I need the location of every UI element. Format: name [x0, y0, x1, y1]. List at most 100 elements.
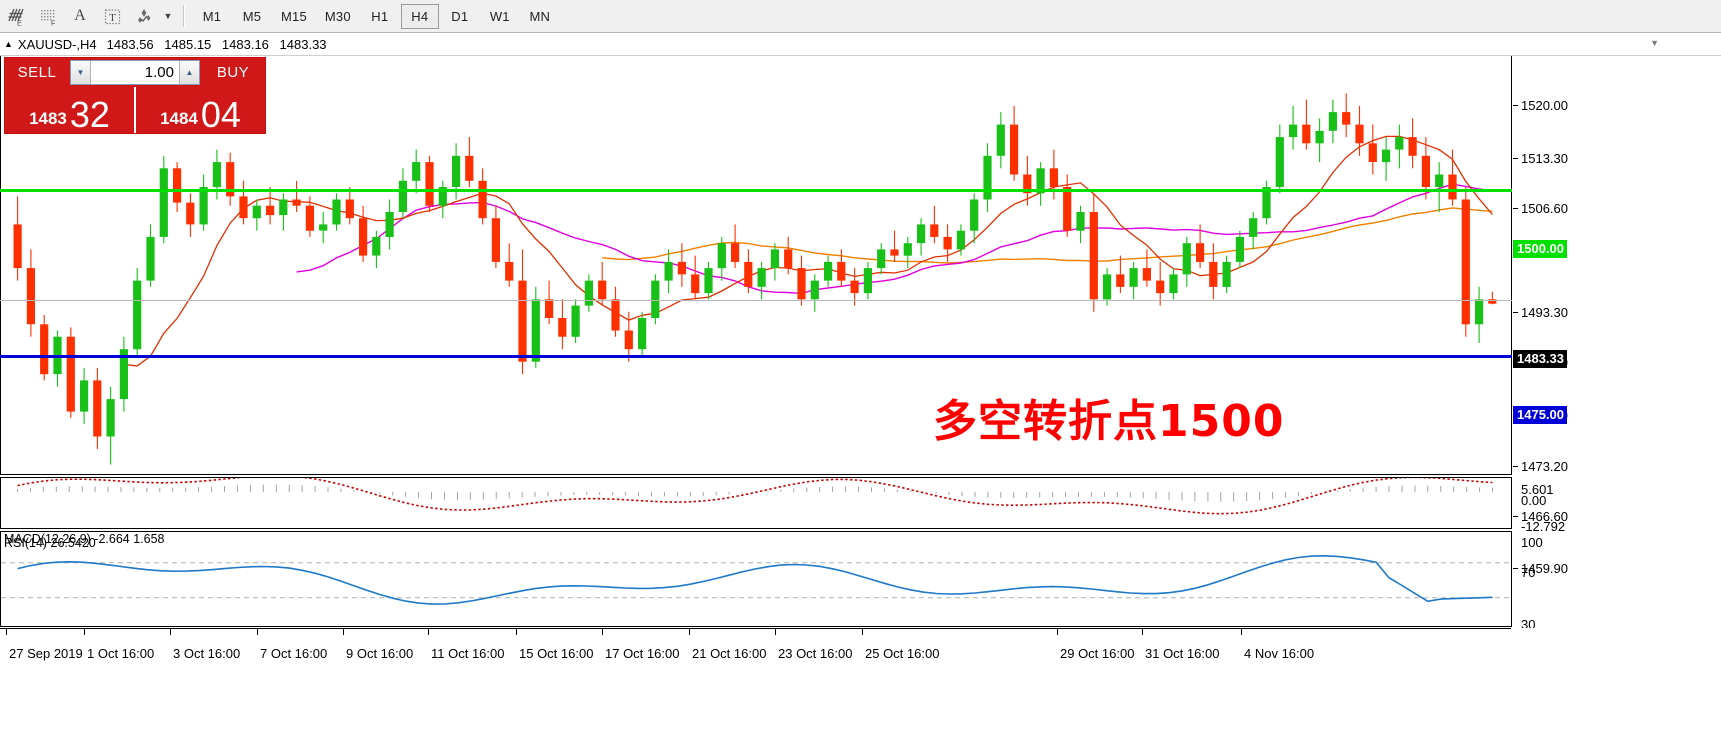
candle-body: [677, 261, 686, 275]
sell-price[interactable]: 1483 32: [5, 87, 136, 133]
candle-body: [505, 261, 514, 281]
volume-stepper[interactable]: ▼ 1.00 ▲: [70, 60, 200, 85]
level-line-1475[interactable]: [0, 355, 1512, 358]
time-tick: [6, 629, 7, 635]
volume-increment-button[interactable]: ▲: [179, 61, 199, 84]
time-scale-label: 23 Oct 16:00: [778, 646, 853, 661]
rsi-line: [17, 554, 1493, 605]
price-chart-canvas: [13, 93, 1497, 465]
candle-body: [1182, 243, 1191, 275]
candle-body: [133, 280, 142, 350]
volume-input[interactable]: 1.00: [91, 61, 179, 84]
timeframe-w1[interactable]: W1: [489, 8, 510, 24]
tick-dash: [1513, 312, 1518, 314]
time-tick: [428, 629, 429, 635]
tick-dash: [1513, 158, 1518, 160]
price-level-1475-label[interactable]: 1475.00: [1513, 406, 1567, 424]
time-scale-label: 29 Oct 16:00: [1060, 646, 1135, 661]
level-line-1500[interactable]: [0, 189, 1512, 192]
time-scale[interactable]: 27 Sep 2019 1 Oct 16:00 3 Oct 16:00 7 Oct 1…: [0, 628, 1721, 733]
collapse-triangle-icon[interactable]: ▲: [4, 39, 13, 49]
rsi-panel[interactable]: [0, 531, 1512, 627]
ohlc-low: 1483.16: [221, 37, 269, 52]
svg-text:T: T: [109, 12, 116, 24]
candle-body: [531, 299, 540, 362]
macd-title: MACD(12,26,9) -2.664 1.658: [4, 532, 165, 546]
candle-body: [465, 155, 474, 181]
time-scale-label: 1 Oct 16:00: [87, 646, 155, 661]
candle-body: [704, 268, 713, 294]
candle-body: [478, 180, 487, 219]
candle-body: [279, 199, 288, 216]
last-price-label[interactable]: 1483.33: [1513, 350, 1567, 368]
sell-price-pips: 32: [69, 93, 110, 135]
time-scale-label: 25 Oct 16:00: [865, 646, 940, 661]
price-tick-label: 1473.20: [1521, 459, 1568, 474]
buy-price[interactable]: 1484 04: [136, 87, 265, 133]
time-scale-label: 9 Oct 16:00: [346, 646, 414, 661]
candle-body: [239, 196, 248, 219]
candle-body: [1408, 137, 1417, 156]
candle-body: [624, 330, 633, 350]
macd-canvas: [17, 478, 1493, 515]
candle-body: [1289, 124, 1298, 138]
candle-body: [332, 199, 341, 225]
candle-body: [1169, 274, 1178, 294]
objects-icon[interactable]: [129, 3, 159, 29]
grid-icon[interactable]: F: [33, 3, 63, 29]
sell-price-big-figure: 1483: [29, 109, 67, 128]
candle-body: [93, 380, 102, 437]
timeframe-h1[interactable]: H1: [371, 8, 389, 24]
macd-scale-label: -12.792: [1521, 519, 1566, 534]
timeframe-m5[interactable]: M5: [242, 8, 262, 24]
timeframe-group: M1 M5 M15 M30 H1 H4 D1 W1 MN: [192, 0, 560, 32]
indicators-icon[interactable]: E: [1, 3, 31, 29]
level-line-last-price: [0, 300, 1512, 301]
candle-body: [598, 280, 607, 300]
timeframe-mn[interactable]: MN: [529, 8, 551, 24]
candle-body: [40, 324, 49, 375]
candle-body: [970, 199, 979, 231]
timeframe-m15[interactable]: M15: [281, 8, 307, 24]
timeframe-m30[interactable]: M30: [324, 8, 351, 24]
candle-body: [983, 155, 992, 200]
trade-panel-header: SELL ▼ 1.00 ▲ BUY: [5, 58, 265, 87]
candle-body: [452, 155, 461, 187]
objects-dropdown-caret-icon[interactable]: ▼: [163, 11, 173, 21]
time-scale-label: 7 Oct 16:00: [260, 646, 328, 661]
candle-body: [1368, 143, 1377, 162]
text-label-icon[interactable]: A: [74, 7, 86, 24]
time-tick: [602, 629, 603, 635]
price-level-1500-label[interactable]: 1500.00: [1513, 240, 1567, 258]
symbol-label: XAUUSD-,H4: [17, 37, 97, 52]
text-object-icon[interactable]: T: [97, 3, 127, 29]
panel-collapse-caret-icon[interactable]: ▼: [1650, 38, 1659, 48]
candle-body: [1382, 149, 1391, 163]
timeframe-h4[interactable]: H4: [400, 3, 439, 29]
candle-body: [1435, 174, 1444, 187]
candle-body: [1196, 243, 1205, 262]
candle-body: [571, 305, 580, 337]
one-click-trading-panel[interactable]: SELL ▼ 1.00 ▲ BUY 1483 32 1484 04: [4, 57, 266, 134]
candle-body: [1355, 124, 1364, 144]
timeframe-m1[interactable]: M1: [202, 8, 222, 24]
candle-body: [731, 243, 740, 262]
price-tick: 1493.30: [1513, 305, 1568, 320]
time-scale-label: 4 Nov 16:00: [1244, 646, 1315, 661]
time-tick: [343, 629, 344, 635]
price-tick-label: 1493.30: [1521, 305, 1568, 320]
price-scale[interactable]: 1520.001513.301506.601493.301486.601479.…: [1513, 56, 1721, 576]
svg-text:E: E: [17, 20, 22, 26]
volume-decrement-button[interactable]: ▼: [71, 61, 91, 84]
candle-body: [1249, 218, 1258, 237]
candle-body: [345, 199, 354, 219]
candle-body: [1036, 168, 1045, 194]
candle-body: [943, 236, 952, 250]
buy-button[interactable]: BUY: [201, 58, 265, 87]
time-tick: [689, 629, 690, 635]
candle-body: [784, 249, 793, 269]
timeframe-d1[interactable]: D1: [451, 8, 469, 24]
sell-button[interactable]: SELL: [5, 58, 69, 87]
macd-panel[interactable]: [0, 477, 1512, 529]
